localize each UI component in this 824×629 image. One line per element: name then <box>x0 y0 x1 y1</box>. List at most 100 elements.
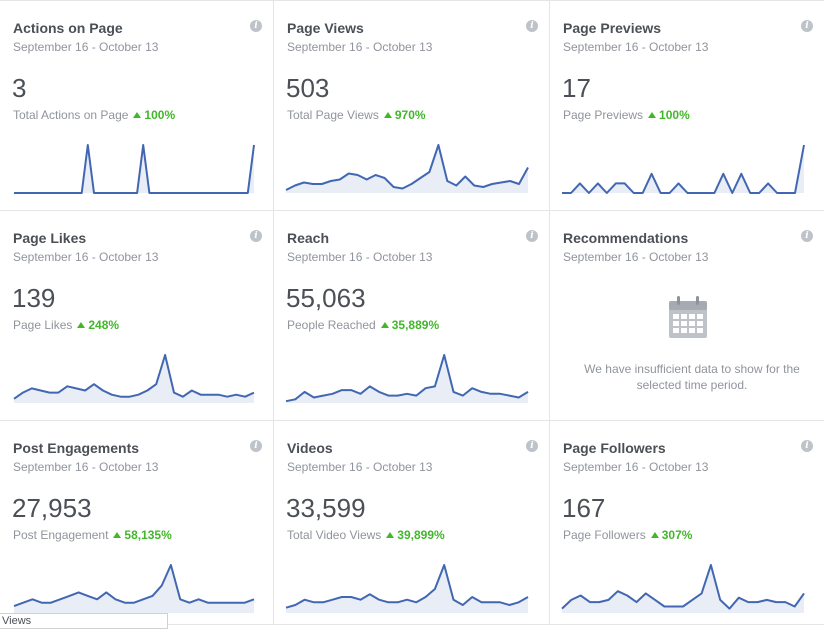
hover-tooltip: Views <box>0 613 168 629</box>
card-subline: Post Engagement 58,135% <box>13 528 172 542</box>
card-subline: Page Followers 307% <box>563 528 692 542</box>
delta-value: 35,889% <box>391 318 440 332</box>
delta-badge: 307% <box>650 528 693 542</box>
delta-badge: 39,899% <box>386 528 445 542</box>
card-value: 17 <box>562 73 591 103</box>
card-page-views[interactable]: Page Views September 16 - October 13 i 5… <box>274 1 550 211</box>
info-icon[interactable]: i <box>801 230 813 242</box>
card-page-previews[interactable]: Page Previews September 16 - October 13 … <box>550 1 824 211</box>
card-date-range: September 16 - October 13 <box>287 250 433 264</box>
delta-badge: 970% <box>383 108 426 122</box>
sparkline-chart[interactable] <box>13 341 255 405</box>
card-title: Videos <box>287 440 333 456</box>
info-icon[interactable]: i <box>526 230 538 242</box>
delta-value: 100% <box>144 108 176 122</box>
info-icon[interactable]: i <box>526 20 538 32</box>
card-title: Post Engagements <box>13 440 140 456</box>
info-icon[interactable]: i <box>801 440 813 452</box>
sparkline-line <box>13 564 255 608</box>
sparkline-line <box>13 354 255 400</box>
card-value: 27,953 <box>12 493 92 523</box>
card-sub-label: Total Actions on Page <box>13 108 129 122</box>
card-sub-label: Page Likes <box>13 318 73 332</box>
card-videos[interactable]: Videos September 16 - October 13 i 33,59… <box>274 421 550 625</box>
sparkline-line <box>285 354 529 403</box>
sparkline-chart[interactable] <box>285 341 529 405</box>
card-title: Page Likes <box>13 230 87 246</box>
sparkline-area <box>14 355 254 403</box>
up-triangle-icon <box>380 322 389 328</box>
card-sub-label: Page Previews <box>563 108 644 122</box>
card-date-range: September 16 - October 13 <box>287 460 433 474</box>
card-subline: Total Actions on Page 100% <box>13 108 175 122</box>
sparkline-chart[interactable] <box>14 131 255 195</box>
up-triangle-icon <box>113 532 122 538</box>
card-title: Page Views <box>287 20 364 36</box>
delta-value: 58,135% <box>124 528 172 542</box>
card-subline: Total Video Views 39,899% <box>287 528 445 542</box>
delta-value: 100% <box>659 108 690 122</box>
delta-badge: 100% <box>133 108 175 122</box>
delta-badge: 58,135% <box>113 528 172 542</box>
card-sub-label: People Reached <box>287 318 376 332</box>
sparkline-line <box>285 564 529 609</box>
card-title: Reach <box>287 230 330 246</box>
card-page-likes[interactable]: Page Likes September 16 - October 13 i 1… <box>0 211 274 421</box>
card-actions-on-page[interactable]: Actions on Page September 16 - October 1… <box>0 1 274 211</box>
up-triangle-icon <box>650 532 659 538</box>
card-title: Page Followers <box>563 440 666 456</box>
card-date-range: September 16 - October 13 <box>13 250 159 264</box>
info-icon[interactable]: i <box>526 440 538 452</box>
card-date-range: September 16 - October 13 <box>563 40 709 54</box>
delta-value: 970% <box>394 108 426 122</box>
sparkline-line <box>561 564 805 610</box>
card-reach[interactable]: Reach September 16 - October 13 i 55,063… <box>274 211 550 421</box>
sparkline-chart[interactable] <box>285 551 529 615</box>
card-date-range: September 16 - October 13 <box>13 40 159 54</box>
card-title: Actions on Page <box>13 20 123 36</box>
info-icon[interactable]: i <box>250 440 262 452</box>
card-title: Recommendations <box>563 230 689 246</box>
card-date-range: September 16 - October 13 <box>563 250 709 264</box>
sparkline-chart[interactable] <box>562 131 805 195</box>
delta-badge: 35,889% <box>380 318 440 332</box>
card-value: 139 <box>12 283 56 313</box>
delta-badge: 248% <box>77 318 119 332</box>
sparkline-chart[interactable] <box>561 551 805 615</box>
card-subline: People Reached 35,889% <box>287 318 439 332</box>
card-sub-label: Page Followers <box>563 528 646 542</box>
card-subline: Page Likes 248% <box>13 318 119 332</box>
card-value: 55,063 <box>286 283 366 313</box>
card-value: 503 <box>286 73 330 103</box>
card-value: 167 <box>562 493 606 523</box>
card-title: Page Previews <box>563 20 662 36</box>
card-page-followers[interactable]: Page Followers September 16 - October 13… <box>550 421 824 625</box>
delta-value: 307% <box>661 528 693 542</box>
card-post-engagements[interactable]: Post Engagements September 16 - October … <box>0 421 274 625</box>
empty-state-message: We have insufficient data to show for th… <box>584 362 800 392</box>
calendar-icon <box>669 296 707 338</box>
card-date-range: September 16 - October 13 <box>287 40 433 54</box>
card-subline: Page Previews 100% <box>563 108 690 122</box>
info-icon[interactable]: i <box>801 20 813 32</box>
up-triangle-icon <box>133 112 142 118</box>
card-value: 3 <box>12 73 27 103</box>
sparkline-line <box>562 144 805 194</box>
card-subline: Total Page Views 970% <box>287 108 426 122</box>
info-icon[interactable]: i <box>250 20 262 32</box>
card-sub-label: Post Engagement <box>13 528 109 542</box>
card-date-range: September 16 - October 13 <box>13 460 159 474</box>
delta-value: 248% <box>88 318 120 332</box>
sparkline-area <box>286 145 528 193</box>
sparkline-chart[interactable] <box>285 131 529 195</box>
up-triangle-icon <box>77 322 86 328</box>
sparkline-area <box>14 145 254 193</box>
info-icon[interactable]: i <box>250 230 262 242</box>
delta-value: 39,899% <box>397 528 445 542</box>
card-recommendations[interactable]: Recommendations September 16 - October 1… <box>550 211 824 421</box>
delta-badge: 100% <box>648 108 690 122</box>
sparkline-chart[interactable] <box>13 551 255 615</box>
card-sub-label: Total Video Views <box>287 528 382 542</box>
sparkline-area <box>562 145 804 193</box>
